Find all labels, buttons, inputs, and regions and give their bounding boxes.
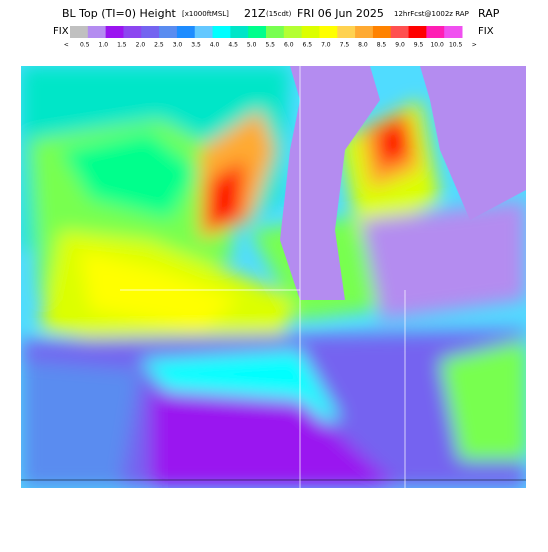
color-bar-label: 4.0 xyxy=(210,42,220,49)
color-bar-label: < xyxy=(64,42,69,49)
color-bar-label: 1.0 xyxy=(99,42,109,49)
color-bar-label: 8.0 xyxy=(358,42,368,49)
color-bar-label: 7.5 xyxy=(340,42,350,49)
color-bar-label: 3.5 xyxy=(191,42,201,49)
color-bar-label: 10.0 xyxy=(430,42,444,49)
color-bar-label: 0.5 xyxy=(80,42,90,49)
color-bar-label: 6.0 xyxy=(284,42,294,49)
color-swatch xyxy=(337,26,356,38)
color-swatch xyxy=(390,26,410,38)
color-bar-label: > xyxy=(472,42,477,49)
fix-left: FIX xyxy=(53,26,69,37)
color-swatch xyxy=(159,26,178,38)
color-swatch xyxy=(212,26,231,38)
map xyxy=(21,66,526,488)
color-swatch xyxy=(444,26,463,38)
color-bar: <0.5 1.0 1.5 2.0 2.5 3.0 3.5 4.0 4.5 5.0 5.5 6.0 6.5… xyxy=(64,26,477,49)
color-bar-label: 4.5 xyxy=(228,42,238,49)
color-bar-label: 3.0 xyxy=(173,42,183,49)
color-swatch xyxy=(141,26,160,38)
fix-right: FIX xyxy=(478,26,494,37)
color-swatch xyxy=(123,26,142,38)
color-bar-label: 5.0 xyxy=(247,42,257,49)
color-swatch xyxy=(194,26,214,38)
color-swatch xyxy=(301,26,320,38)
title: BL Top (TI=0) Height xyxy=(62,7,177,20)
color-swatch xyxy=(372,26,392,38)
color-swatch xyxy=(87,26,107,38)
color-swatch xyxy=(408,26,427,38)
header: BL Top (TI=0) Height [x1000ftMSL] 21Z (1… xyxy=(53,7,500,37)
color-swatch xyxy=(319,26,338,38)
local-time: (15cdt) xyxy=(266,10,292,18)
color-swatch xyxy=(283,26,303,38)
color-bar-label: 8.5 xyxy=(377,42,387,49)
color-swatch xyxy=(248,26,267,38)
color-bar-label: 5.5 xyxy=(265,42,275,49)
color-bar-label: 1.5 xyxy=(117,42,127,49)
color-swatch xyxy=(176,26,196,38)
color-swatch xyxy=(355,26,374,38)
valid-time: 21Z xyxy=(244,7,266,20)
color-swatch xyxy=(105,26,124,38)
color-swatch xyxy=(230,26,249,38)
color-bar-label: 2.0 xyxy=(136,42,146,49)
color-bar-label: 10.5 xyxy=(449,42,463,49)
color-swatch xyxy=(70,26,89,38)
units: [x1000ftMSL] xyxy=(182,10,229,18)
color-swatch xyxy=(266,26,285,38)
color-bar-label: 6.5 xyxy=(303,42,313,49)
color-bar-label: 9.0 xyxy=(395,42,405,49)
forecast: 12hrFcst@1002z RAP xyxy=(394,10,469,18)
color-bar-label: 2.5 xyxy=(154,42,164,49)
date: FRI 06 Jun 2025 xyxy=(297,7,384,20)
color-bar-label: 7.0 xyxy=(321,42,331,49)
color-bar-label: 9.5 xyxy=(414,42,424,49)
color-swatch xyxy=(426,26,445,38)
model: RAP xyxy=(478,7,500,20)
